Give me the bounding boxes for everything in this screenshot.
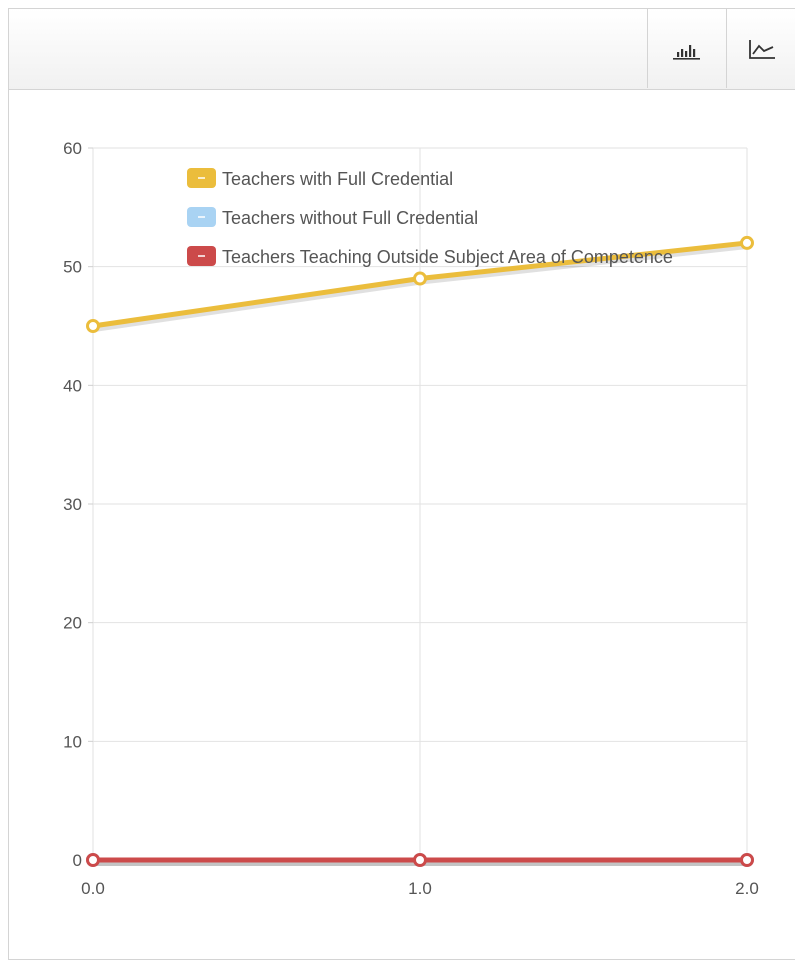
legend-label[interactable]: Teachers with Full Credential [222,169,453,189]
y-tick-label: 20 [63,614,82,633]
legend-label[interactable]: Teachers Teaching Outside Subject Area o… [222,247,673,267]
x-tick-label: 2.0 [735,879,759,898]
x-tick-label: 1.0 [408,879,432,898]
data-point[interactable] [86,319,100,333]
line-chart-button[interactable] [726,9,795,88]
y-tick-label: 30 [63,495,82,514]
data-point[interactable] [740,235,754,250]
y-tick-label: 0 [73,851,82,870]
y-tick-label: 10 [63,732,82,751]
data-point[interactable] [413,853,427,867]
bar-chart-button[interactable] [647,9,726,88]
y-tick-label: 40 [63,376,82,395]
data-point[interactable] [413,271,427,286]
x-tick-label: 0.0 [81,879,105,898]
data-point[interactable] [86,853,100,867]
y-tick-label: 60 [63,139,82,158]
data-point[interactable] [740,853,754,867]
y-tick-label: 50 [63,258,82,277]
bar-chart-icon [673,44,700,60]
chart-toolbar [9,9,795,90]
chart-panel [8,8,795,960]
line-chart-icon [748,39,775,59]
legend-label[interactable]: Teachers without Full Credential [222,208,478,228]
